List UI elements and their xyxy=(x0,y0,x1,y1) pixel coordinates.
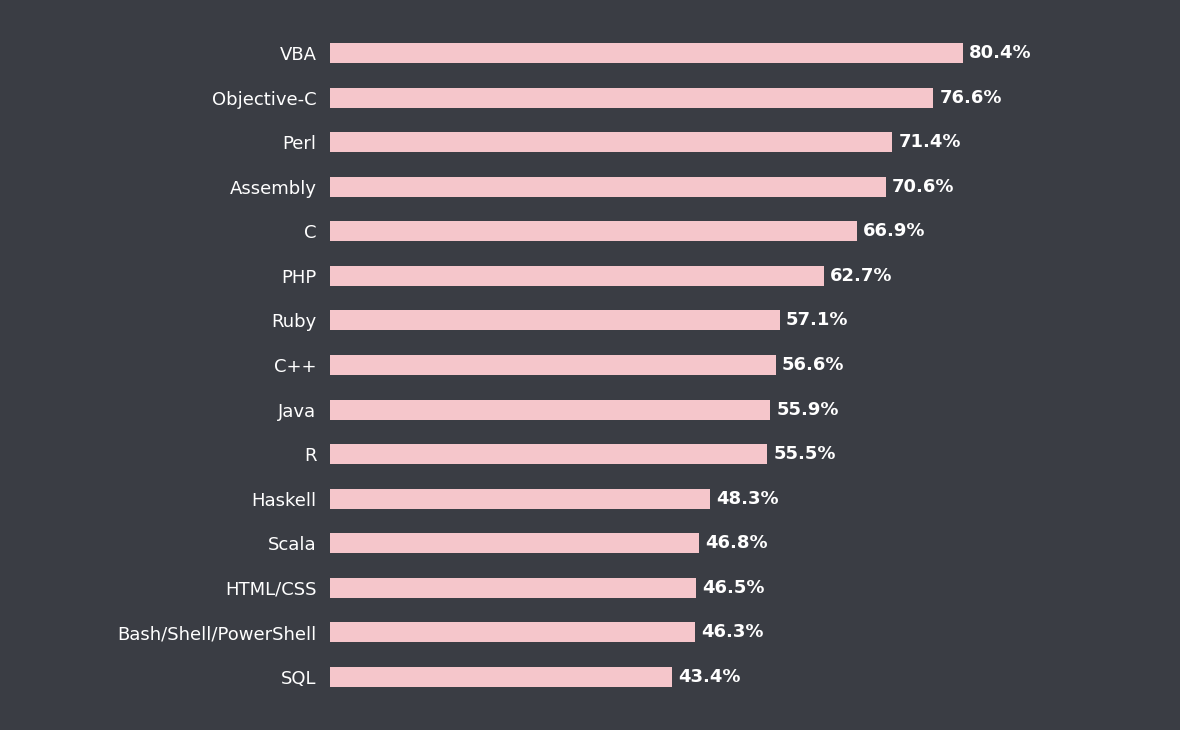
Text: 46.5%: 46.5% xyxy=(702,579,765,597)
Bar xyxy=(330,577,696,598)
Bar xyxy=(330,622,695,642)
Bar xyxy=(330,444,767,464)
Text: 57.1%: 57.1% xyxy=(786,312,848,329)
Bar xyxy=(330,533,699,553)
Bar xyxy=(330,488,710,509)
Text: 48.3%: 48.3% xyxy=(716,490,779,507)
Text: 55.5%: 55.5% xyxy=(773,445,835,463)
Text: 76.6%: 76.6% xyxy=(939,88,1002,107)
Text: 46.3%: 46.3% xyxy=(701,623,763,642)
Bar xyxy=(330,310,780,331)
Text: 55.9%: 55.9% xyxy=(776,401,839,418)
Text: 62.7%: 62.7% xyxy=(830,267,892,285)
Bar xyxy=(330,43,963,63)
Bar xyxy=(330,177,886,197)
Text: 80.4%: 80.4% xyxy=(969,44,1031,62)
Bar xyxy=(330,667,671,687)
Bar xyxy=(330,88,933,107)
Bar xyxy=(330,399,771,420)
Text: 66.9%: 66.9% xyxy=(863,223,925,240)
Text: 56.6%: 56.6% xyxy=(782,356,845,374)
Bar xyxy=(330,266,824,286)
Bar xyxy=(330,132,892,153)
Bar xyxy=(330,221,857,242)
Text: 46.8%: 46.8% xyxy=(704,534,767,552)
Text: 71.4%: 71.4% xyxy=(898,133,961,151)
Text: 70.6%: 70.6% xyxy=(892,178,955,196)
Text: 43.4%: 43.4% xyxy=(678,668,741,686)
Bar xyxy=(330,355,775,375)
